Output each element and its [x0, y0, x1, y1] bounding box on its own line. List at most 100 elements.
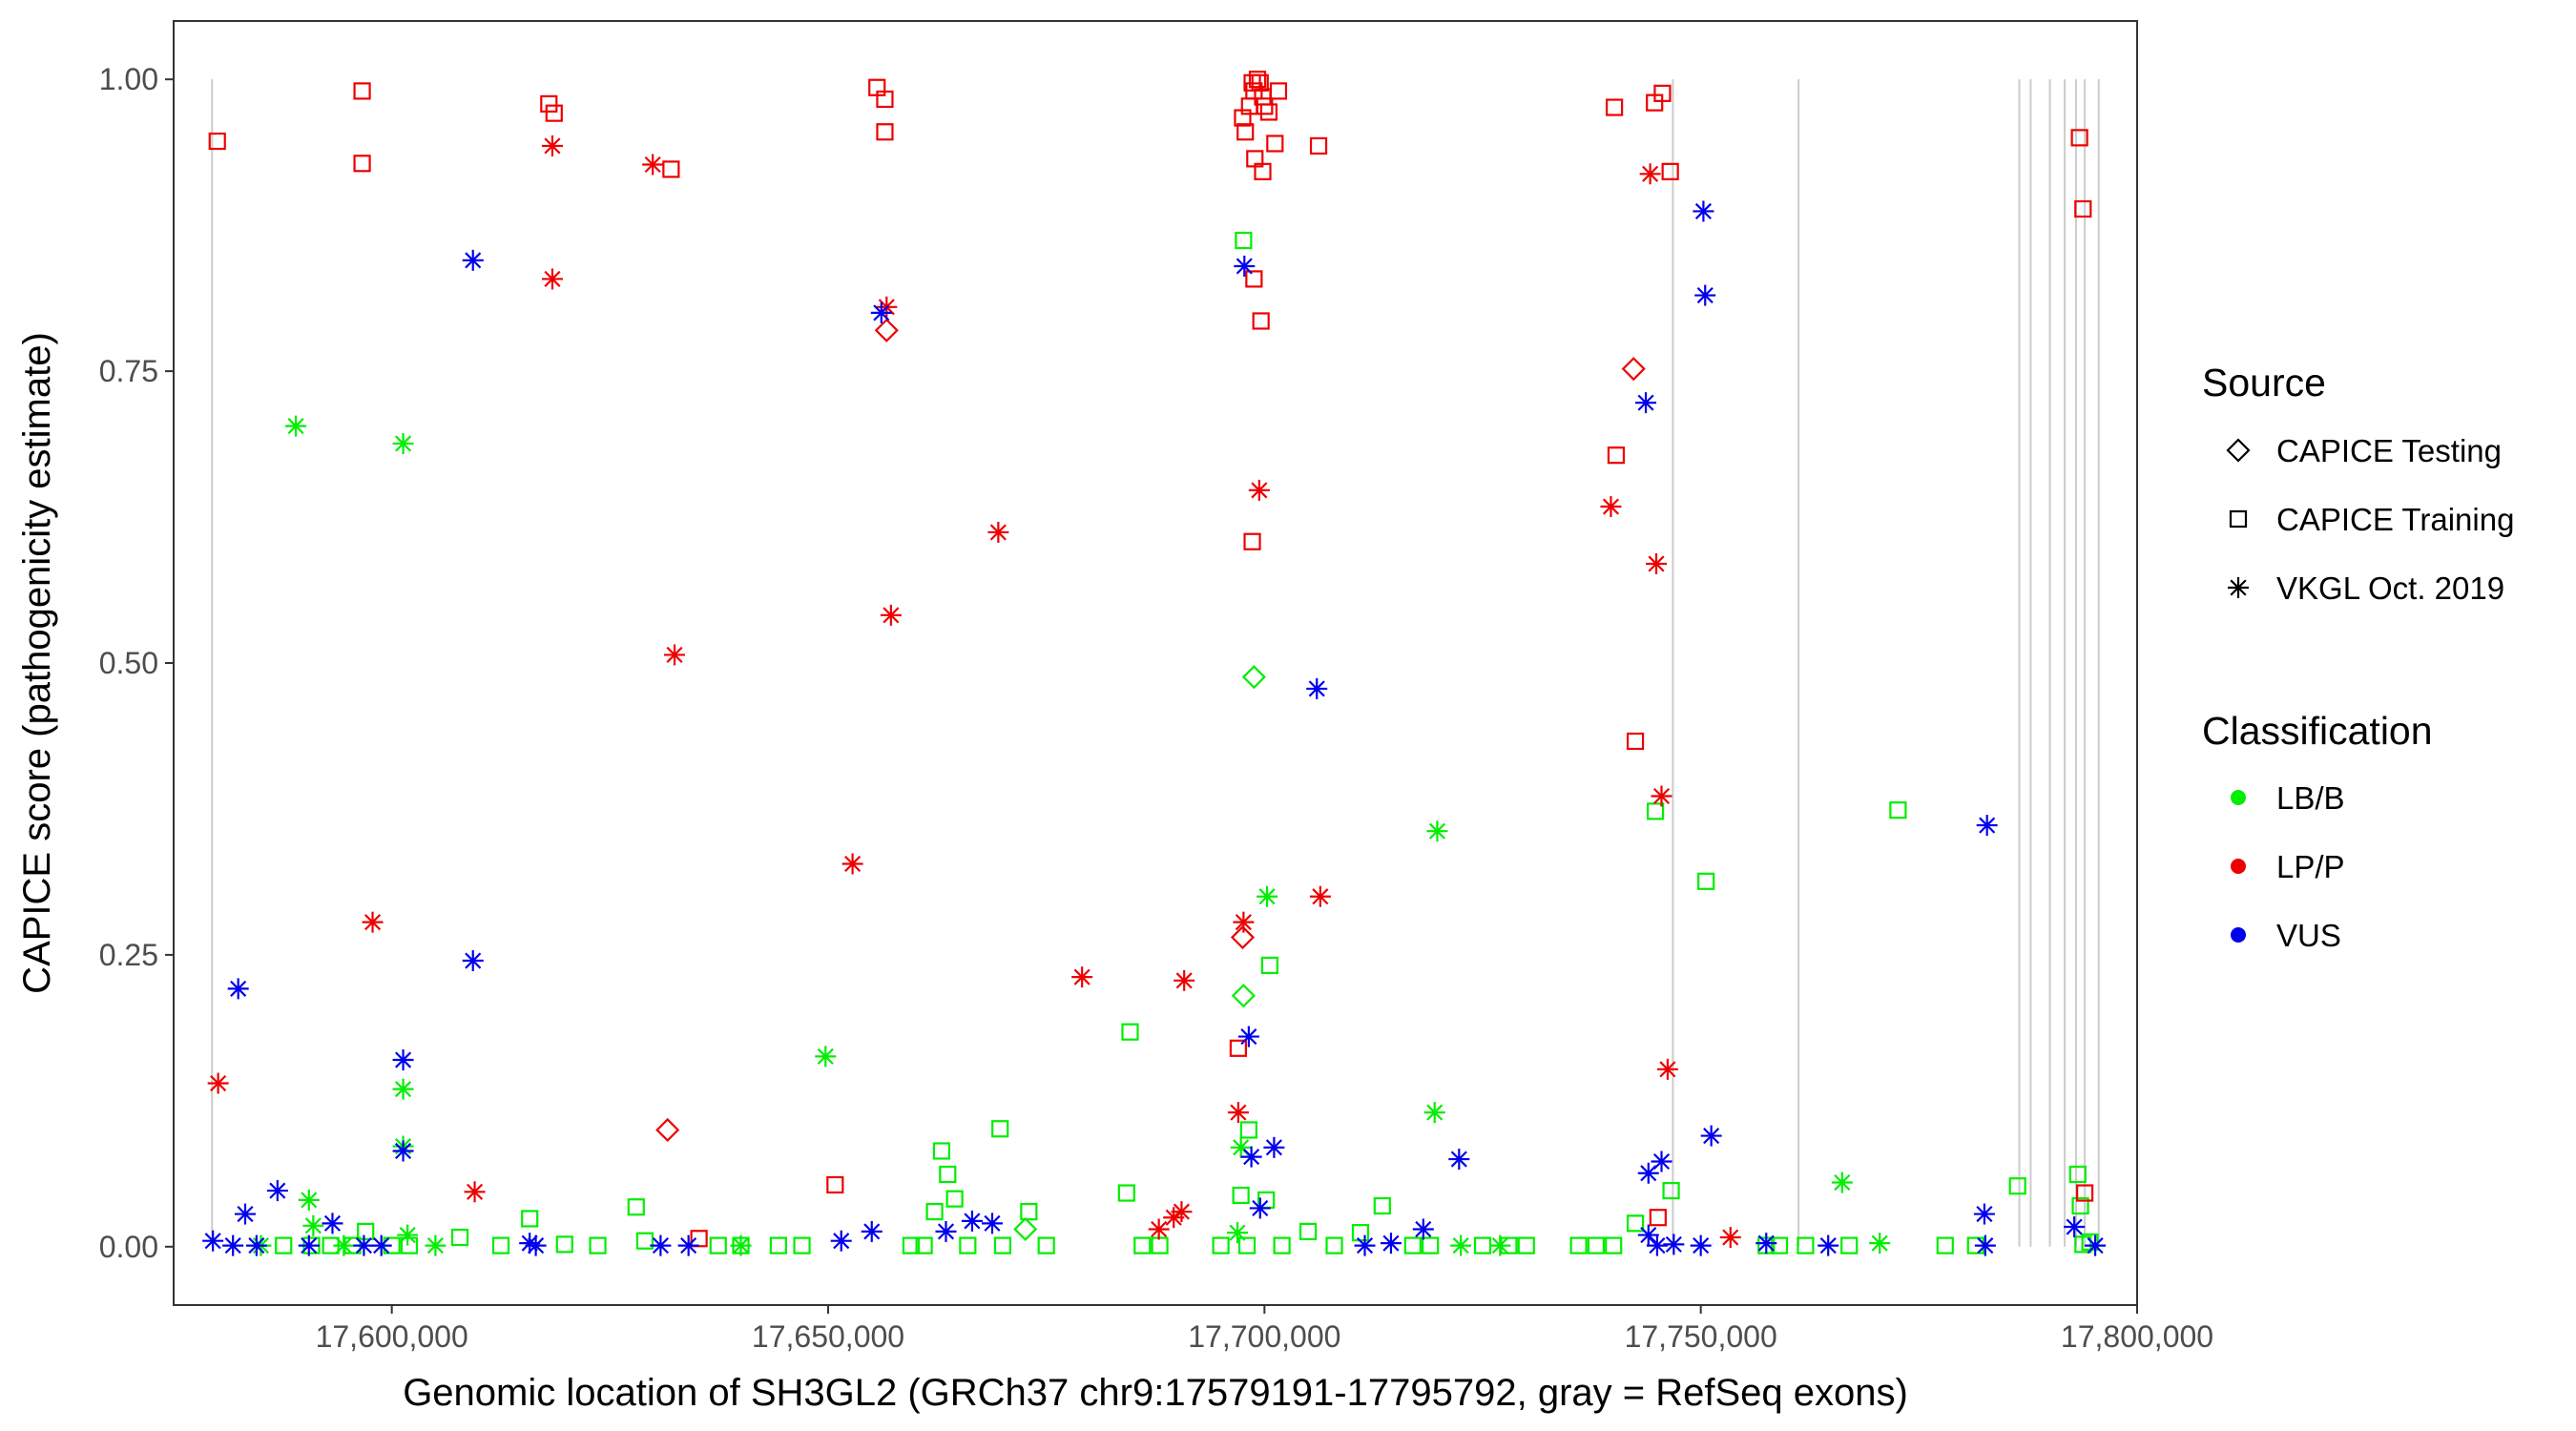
legend-source-label-testing: CAPICE Testing	[2276, 433, 2502, 468]
data-point-square	[2068, 1165, 2087, 1184]
data-point-square	[1569, 1236, 1588, 1255]
data-point-square	[793, 1236, 811, 1255]
data-point-asterisk	[677, 1234, 699, 1256]
data-point-square	[1626, 1214, 1645, 1233]
data-point-asterisk	[1248, 479, 1270, 501]
data-point-square	[208, 132, 226, 151]
data-point-square	[540, 94, 558, 113]
data-point-square	[555, 1235, 573, 1254]
data-point-asterisk	[302, 1214, 324, 1236]
data-point-square	[925, 1203, 944, 1221]
data-point-asterisk	[266, 1180, 288, 1202]
data-point-square	[1309, 136, 1328, 156]
data-point-square	[1254, 162, 1272, 180]
data-point-square	[876, 123, 894, 141]
data-point-asterisk	[1171, 1201, 1193, 1223]
data-point-square	[1259, 103, 1278, 121]
x-tick-label: 17,750,000	[1625, 1319, 1777, 1354]
data-point-asterisk	[880, 604, 902, 626]
data-point-asterisk	[462, 249, 484, 271]
data-point-square	[1373, 1196, 1391, 1215]
data-point-asterisk	[1639, 163, 1661, 185]
data-point-asterisk	[1646, 1234, 1668, 1256]
data-point-asterisk	[981, 1213, 1003, 1234]
plot-panel-border	[173, 20, 2138, 1306]
data-point-square	[1121, 1023, 1139, 1041]
data-point-asterisk	[298, 1189, 320, 1211]
data-point-square	[959, 1236, 977, 1255]
data-point-asterisk	[1694, 284, 1716, 306]
data-point-asterisk	[2064, 1216, 2086, 1238]
data-point-asterisk	[1237, 1026, 1259, 1047]
data-point-square	[826, 1175, 844, 1194]
data-point-square	[1212, 1236, 1230, 1255]
data-point-asterisk	[1071, 966, 1093, 988]
data-point-square	[2070, 129, 2088, 147]
data-point-asterisk	[1693, 200, 1714, 222]
legend-key-dot	[2231, 927, 2246, 943]
data-point-asterisk	[1973, 1203, 1995, 1225]
data-point-asterisk	[815, 1046, 837, 1068]
data-point-square	[1037, 1236, 1055, 1255]
data-point-square	[1626, 732, 1645, 751]
data-point-square	[876, 90, 894, 109]
x-tick-label: 17,600,000	[316, 1319, 468, 1354]
data-point-square	[1252, 312, 1270, 330]
data-point-square	[353, 82, 371, 100]
data-point-square	[1770, 1236, 1789, 1255]
data-point-square	[1697, 872, 1715, 890]
y-tick-label: 0.00	[99, 1230, 158, 1264]
data-point-square	[1840, 1236, 1859, 1255]
legend-source-title: Source	[2202, 361, 2326, 404]
data-point-asterisk	[650, 1234, 672, 1256]
data-point-asterisk	[370, 1234, 392, 1256]
data-point-square	[1606, 98, 1624, 116]
data-point-square	[993, 1236, 1012, 1255]
data-point-square	[991, 1120, 1009, 1138]
data-point-square	[1325, 1236, 1343, 1255]
data-point-asterisk	[1233, 911, 1255, 933]
data-point-asterisk	[298, 1234, 320, 1256]
legend-class-label-lpp: LP/P	[2276, 849, 2345, 884]
data-point-asterisk	[841, 853, 863, 875]
data-point-asterisk	[1489, 1234, 1511, 1256]
data-point-square	[275, 1236, 293, 1255]
data-point-asterisk	[1646, 552, 1668, 574]
legend-class-label-lbb: LB/B	[2276, 780, 2345, 816]
data-point-square	[1403, 1236, 1422, 1255]
data-point-square	[1587, 1236, 1606, 1255]
data-point-diamond	[1013, 1216, 1038, 1242]
data-point-square	[945, 1190, 964, 1208]
data-point-asterisk	[1234, 255, 1256, 277]
data-point-asterisk	[1651, 785, 1672, 807]
data-point-asterisk	[1227, 1102, 1249, 1124]
data-point-square	[357, 1222, 375, 1241]
data-point-square	[1273, 1236, 1291, 1255]
y-axis-ticks: 0.00 0.25 0.50 0.75 1.00	[99, 62, 174, 1264]
data-point-square	[1269, 82, 1288, 100]
data-point-square	[1661, 162, 1679, 180]
data-point-asterisk	[870, 301, 892, 323]
data-point-square	[1607, 446, 1626, 465]
legend-key-diamond	[2226, 438, 2251, 463]
data-point-asterisk	[464, 1181, 486, 1203]
data-point-asterisk	[1306, 677, 1328, 699]
data-point-asterisk	[362, 911, 384, 933]
data-point-asterisk	[541, 268, 563, 290]
data-point-asterisk	[1423, 1102, 1445, 1124]
data-point-square	[545, 104, 563, 122]
exon-lines	[211, 79, 2100, 1247]
data-point-asterisk	[1818, 1234, 1839, 1256]
y-tick-label: 0.75	[99, 354, 158, 388]
data-point-square	[589, 1236, 607, 1255]
data-point-asterisk	[541, 135, 563, 156]
data-point-asterisk	[1412, 1218, 1434, 1240]
data-point-square	[662, 160, 680, 178]
data-point-square	[1020, 1203, 1038, 1221]
data-point-square	[1245, 270, 1263, 288]
data-point-asterisk	[1380, 1233, 1402, 1255]
data-point-asterisk	[987, 521, 1009, 543]
data-point-asterisk	[1651, 1151, 1672, 1172]
legend-key-square	[2229, 509, 2248, 529]
